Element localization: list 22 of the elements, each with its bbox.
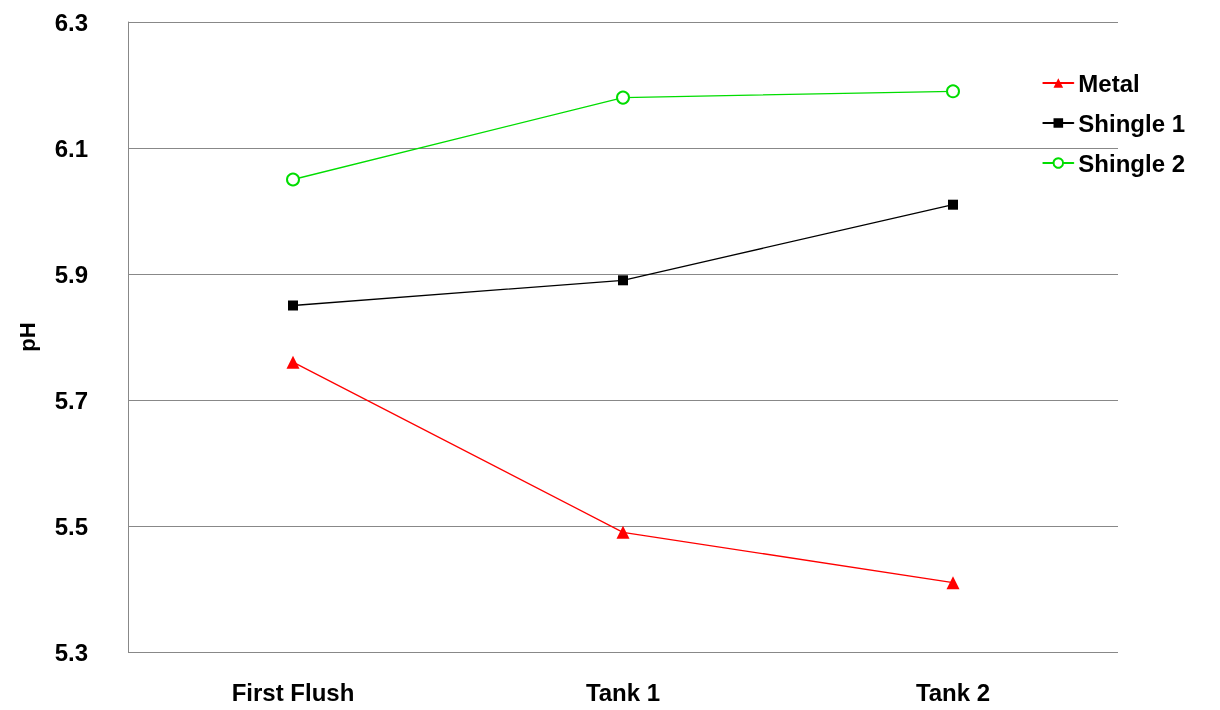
point [948, 199, 958, 210]
y-tick-label: 5.3 [54, 638, 88, 666]
y-tick-label: 5.5 [54, 512, 88, 540]
point [946, 576, 960, 590]
point [288, 300, 298, 311]
legend-label: Shingle 2 [1078, 149, 1185, 177]
x-tick-label: First Flush [231, 678, 355, 706]
point [616, 525, 630, 539]
y-tick-label: 6.3 [54, 8, 88, 36]
point [286, 172, 300, 187]
y-axis-title: pH [14, 322, 40, 352]
point [618, 275, 628, 286]
legend-label: Metal [1078, 69, 1140, 97]
y-tick-label: 5.9 [54, 260, 88, 288]
x-tick-label: Tank 1 [585, 678, 661, 706]
point [616, 90, 630, 105]
y-tick-label: 6.1 [54, 134, 88, 162]
x-tick-label: Tank 2 [915, 678, 991, 706]
y-tick-label: 5.7 [54, 386, 88, 414]
point [946, 84, 960, 99]
point [286, 355, 300, 369]
legend-label: Shingle 1 [1078, 109, 1185, 137]
